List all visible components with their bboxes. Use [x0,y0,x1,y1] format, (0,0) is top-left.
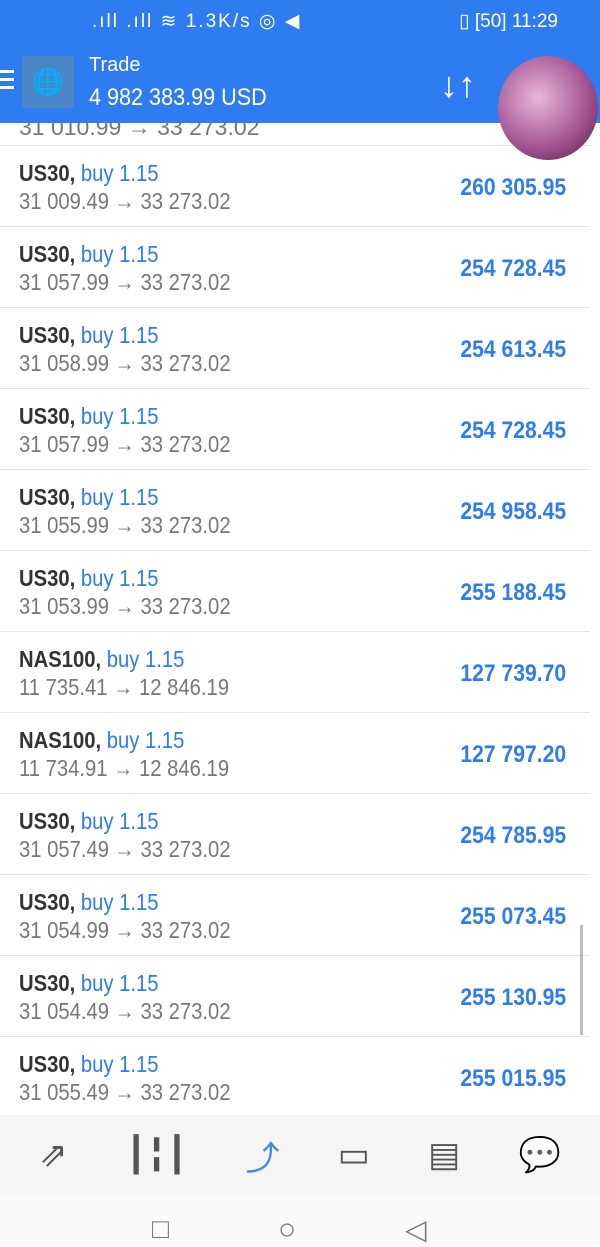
position-side: buy 1.15 [80,970,159,996]
position-side: buy 1.15 [80,1051,159,1077]
position-prices: 31 057.99 → 33 273.02 [19,431,231,457]
position-symbol: US30, buy 1.15 [19,241,159,267]
position-row[interactable]: US30, buy 1.15 31 055.99 → 33 273.02 254… [0,470,590,551]
position-profit: 254 728.45 [460,255,566,282]
position-row[interactable]: NAS100, buy 1.15 11 735.41 → 12 846.19 1… [0,632,590,713]
position-side: buy 1.15 [80,889,159,915]
position-symbol: US30, buy 1.15 [19,970,159,996]
position-prices: 11 735.41 → 12 846.19 [19,674,230,700]
position-symbol: US30, buy 1.15 [19,484,159,510]
position-prices: 31 057.49 → 33 273.02 [19,836,231,862]
position-profit: 254 785.95 [460,822,566,849]
position-prices: 31 054.99 → 33 273.02 [19,917,231,943]
status-right: ▯ [50] 11:29 [459,11,558,32]
position-prices: 11 734.91 → 12 846.19 [19,755,230,781]
position-profit: 254 728.45 [460,417,566,444]
position-profit: 254 958.45 [460,498,566,525]
bottom-nav: ⇗ ┃╏┃ ⤴ ▭ ▤ 💬 [0,1115,600,1195]
status-icons: .ıll .ıll ≋ 1.3K/s ◎ ◀ [92,11,302,32]
positions-list: 31 010.99 → 33 273.02 US30, buy 1.15 31 … [0,104,590,1118]
position-profit: 255 015.95 [460,1065,566,1092]
position-row[interactable]: US30, buy 1.15 31 057.99 → 33 273.02 254… [0,389,590,470]
account-balance: 4 982 383.99 USD [89,84,267,111]
position-profit: 255 130.95 [460,984,566,1011]
avatar[interactable] [498,56,598,160]
position-symbol: NAS100, buy 1.15 [19,646,185,672]
position-row[interactable]: US30, buy 1.15 31 057.99 → 33 273.02 254… [0,227,590,308]
position-side: buy 1.15 [106,727,185,753]
back-button[interactable]: ◁ [405,1214,427,1245]
position-row[interactable]: US30, buy 1.15 31 009.49 → 33 273.02 260… [0,146,590,227]
position-row[interactable]: US30, buy 1.15 31 058.99 → 33 273.02 254… [0,308,590,389]
position-side: buy 1.15 [80,565,159,591]
position-symbol: US30, buy 1.15 [19,403,159,429]
position-prices: 31 054.49 → 33 273.02 [19,998,231,1024]
scrollbar[interactable] [580,925,583,1035]
battery-level: 50 [480,11,502,32]
position-symbol: US30, buy 1.15 [19,565,159,591]
position-prices: 31 055.99 → 33 273.02 [19,512,231,538]
position-prices: 31 055.49 → 33 273.02 [19,1079,231,1105]
position-row[interactable]: US30, buy 1.15 31 057.49 → 33 273.02 254… [0,794,590,875]
position-symbol: NAS100, buy 1.15 [19,727,185,753]
position-side: buy 1.15 [80,403,159,429]
position-row[interactable]: NAS100, buy 1.15 11 734.91 → 12 846.19 1… [0,713,590,794]
clock: 11:29 [511,11,558,32]
position-profit: 127 739.70 [460,660,566,687]
position-profit: 260 305.95 [460,174,566,201]
position-row[interactable]: US30, buy 1.15 31 054.99 → 33 273.02 255… [0,875,590,956]
position-profit: 254 613.45 [460,336,566,363]
status-bar: .ıll .ıll ≋ 1.3K/s ◎ ◀ ▯ [50] 11:29 [0,8,600,36]
trade-icon[interactable]: ⤴ [245,1139,280,1178]
position-prices: 31 053.99 → 33 273.02 [19,593,231,619]
menu-icon[interactable] [0,70,14,94]
page-title: Trade [89,54,141,76]
position-symbol: US30, buy 1.15 [19,889,159,915]
position-prices: 31 058.99 → 33 273.02 [19,350,231,376]
position-prices: 31 057.99 → 33 273.02 [19,269,231,295]
position-row[interactable]: US30, buy 1.15 31 053.99 → 33 273.02 255… [0,551,590,632]
position-symbol: US30, buy 1.15 [19,160,159,186]
position-symbol: US30, buy 1.15 [19,808,159,834]
position-side: buy 1.15 [80,322,159,348]
news-icon[interactable]: ▤ [428,1136,461,1174]
home-button[interactable]: ○ [278,1213,297,1246]
position-side: buy 1.15 [80,484,159,510]
chart-icon[interactable]: ┃╏┃ [125,1136,188,1174]
position-side: buy 1.15 [106,646,185,672]
position-profit: 255 073.45 [460,903,566,930]
app-header: .ıll .ıll ≋ 1.3K/s ◎ ◀ ▯ [50] 11:29 🌐 Tr… [0,0,600,123]
app-logo-icon: 🌐 [22,56,74,108]
position-symbol: US30, buy 1.15 [19,322,159,348]
position-prices: 31 009.49 → 33 273.02 [19,188,231,214]
position-row[interactable]: US30, buy 1.15 31 055.49 → 33 273.02 255… [0,1037,590,1118]
sort-icon[interactable]: ↓↑ [440,64,476,105]
position-symbol: US30, buy 1.15 [19,1051,159,1077]
chat-icon[interactable]: 💬 [518,1136,561,1174]
position-row[interactable]: US30, buy 1.15 31 054.49 → 33 273.02 255… [0,956,590,1037]
system-nav: □ ○ ◁ [0,1195,600,1246]
quotes-icon[interactable]: ⇗ [39,1136,68,1174]
recents-button[interactable]: □ [152,1213,169,1244]
position-side: buy 1.15 [80,808,159,834]
position-side: buy 1.15 [80,160,159,186]
position-profit: 127 797.20 [460,741,566,768]
position-side: buy 1.15 [80,241,159,267]
history-icon[interactable]: ▭ [337,1136,370,1174]
position-profit: 255 188.45 [460,579,566,606]
